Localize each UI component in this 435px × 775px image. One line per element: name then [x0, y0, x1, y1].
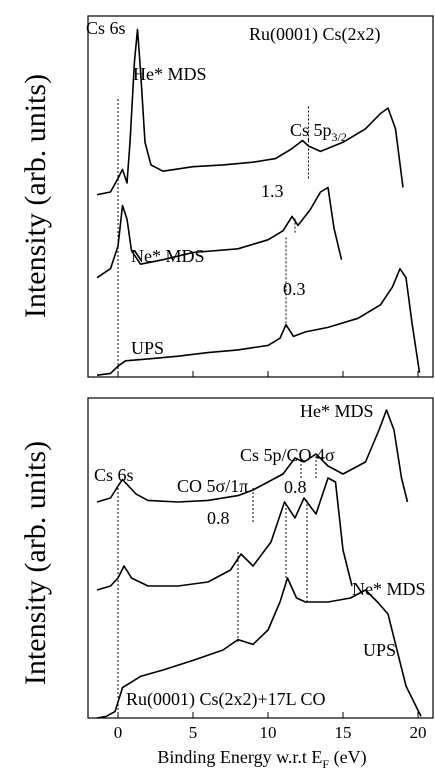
bottom-co5s1p-label: CO 5σ/1π [177, 476, 248, 496]
bottom-panel-x-ticks: 0 5 10 15 20 [114, 712, 427, 742]
top-panel-title: Ru(0001) Cs(2x2) [249, 24, 381, 45]
top-cs6s-label: Cs 6s [86, 18, 126, 38]
top-panel-x-ticks [117, 371, 419, 377]
bottom-y-axis-label: Intensity (arb. units) [19, 441, 52, 685]
bottom-cs5p-co4s-label: Cs 5p/CO 4σ [240, 445, 335, 465]
x-axis-title: Binding Energy w.r.t EF (eV) [157, 747, 366, 771]
top-y-axis-label: Intensity (arb. units) [19, 74, 52, 318]
top-series-line-ups [96, 267, 421, 376]
top-panel-reference-lines [117, 97, 309, 377]
top-he-mds-label: He* MDS [133, 64, 207, 84]
top-series-line-he-mds [96, 28, 404, 196]
bottom-shift-0-8-left-label: 0.8 [207, 508, 230, 528]
bottom-ne-mds-label: Ne* MDS [352, 579, 426, 599]
bottom-he-mds-label: He* MDS [300, 401, 374, 421]
x-tick-label-0: 0 [114, 723, 123, 742]
bottom-panel-frame [87, 397, 434, 719]
x-tick-label-10: 10 [260, 723, 277, 742]
bottom-panel-title: Ru(0001) Cs(2x2)+17L CO [126, 689, 325, 710]
top-ups-label: UPS [131, 338, 164, 358]
top-cs5p-label: Cs 5p3/2 [290, 120, 347, 144]
x-tick-label-20: 20 [410, 723, 427, 742]
bottom-panel-series [96, 409, 422, 719]
bot-series-line-ups [96, 577, 422, 719]
top-panel-series [96, 28, 421, 376]
bottom-cs6s-label: Cs 6s [94, 465, 134, 485]
top-ne-mds-label: Ne* MDS [131, 246, 205, 266]
x-tick-label-5: 5 [189, 723, 198, 742]
bot-series-line-he-mds [96, 409, 409, 503]
x-tick-label-15: 15 [335, 723, 352, 742]
bot-series-line-ne-mds [96, 477, 353, 591]
bottom-ups-label: UPS [363, 640, 396, 660]
top-shift-0-3-label: 0.3 [283, 279, 306, 299]
bottom-panel-reference-lines [117, 454, 317, 718]
bottom-shift-0-8-right-label: 0.8 [284, 477, 307, 497]
top-panel-frame [87, 15, 434, 378]
top-series-line-ne-mds [96, 186, 343, 279]
top-shift-1-3-label: 1.3 [261, 181, 284, 201]
